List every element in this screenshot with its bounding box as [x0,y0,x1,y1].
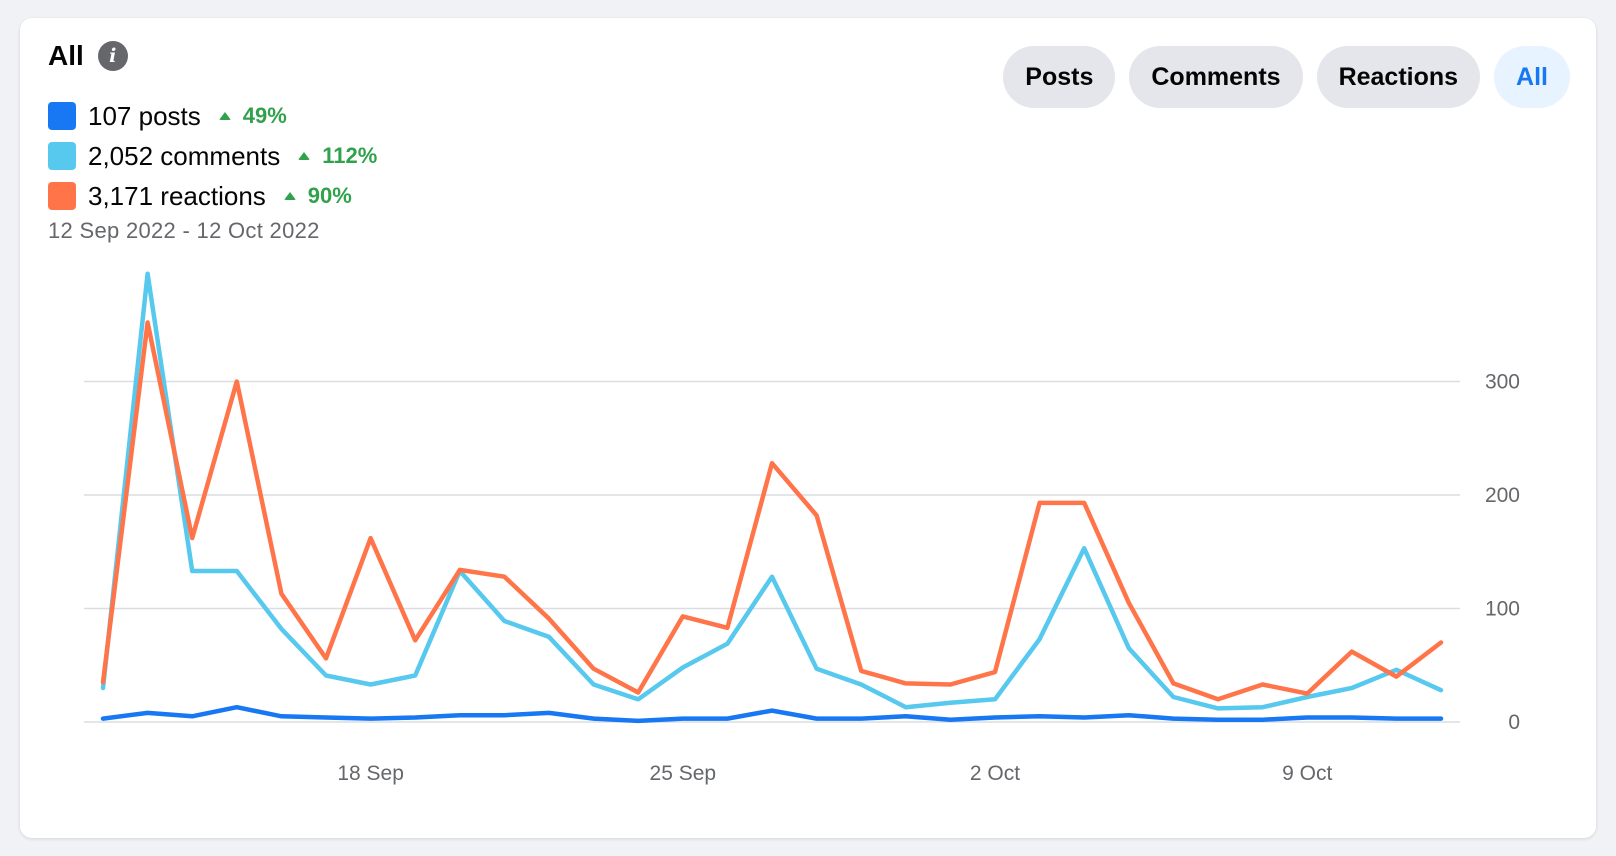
filter-all-button[interactable]: All [1494,46,1570,108]
x-tick-label: 25 Sep [650,762,717,785]
trend-value: 49% [242,103,287,128]
legend-label: 3,171 reactions [88,180,266,211]
series-line-reactions[interactable] [100,320,1444,702]
series-line-comments[interactable] [100,271,1444,711]
y-tick-label: 100 [1485,598,1520,621]
engagement-card: All i 107 posts 49% 2,052 comments 112% … [20,18,1596,838]
x-tick-label: 18 Sep [337,762,404,785]
card-title: All [48,40,84,71]
triangle-up-icon [298,152,311,160]
legend-label: 2,052 comments [88,140,281,171]
legend: 107 posts 49% 2,052 comments 112% 3,171 … [48,96,377,216]
trend-value: 90% [307,183,352,208]
trend-change: 90% [283,183,352,209]
x-tick-label: 2 Oct [970,762,1020,785]
x-tick-label: 9 Oct [1282,762,1332,785]
y-tick-label: 300 [1485,371,1520,394]
legend-item-posts: 107 posts 49% [48,96,377,136]
filter-reactions-button[interactable]: Reactions [1316,46,1481,108]
legend-item-reactions: 3,171 reactions 90% [48,176,377,216]
line-chart: 0 100 200 300 18 Sep 25 Sep 2 Oct 9 Oct [84,271,1520,785]
date-range: 12 Sep 2022 - 12 Oct 2022 [48,218,320,243]
info-icon[interactable]: i [97,41,128,71]
filter-buttons: Posts Comments Reactions All [1003,46,1570,108]
series-line-posts[interactable] [100,704,1444,724]
triangle-up-icon [218,112,231,120]
legend-swatch-comments [48,142,76,170]
trend-change: 112% [298,143,377,169]
legend-swatch-posts [48,102,76,130]
y-tick-label: 0 [1508,711,1520,734]
card-header: All i [48,40,128,72]
legend-label: 107 posts [88,100,201,131]
legend-swatch-reactions [48,182,76,210]
triangle-up-icon [283,192,296,200]
y-tick-label: 200 [1485,484,1520,507]
legend-item-comments: 2,052 comments 112% [48,136,377,176]
filter-comments-button[interactable]: Comments [1129,46,1303,108]
trend-value: 112% [322,143,378,168]
trend-change: 49% [218,103,287,129]
filter-posts-button[interactable]: Posts [1003,46,1116,108]
